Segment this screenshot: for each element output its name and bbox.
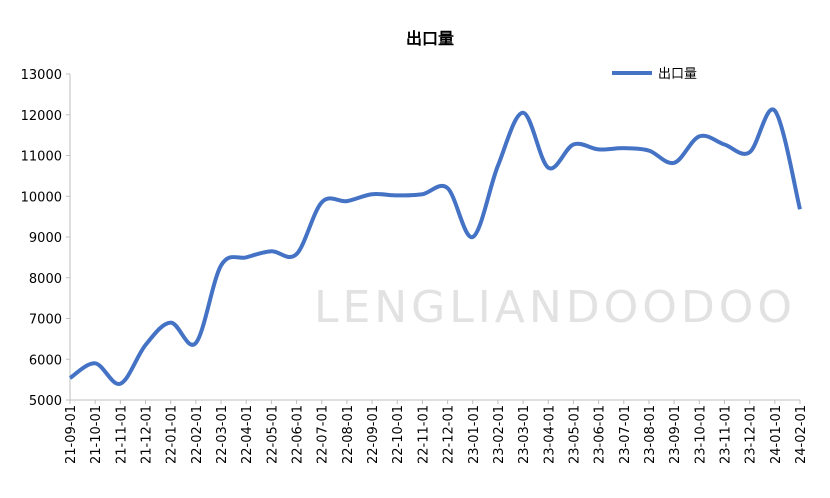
- y-tick-label: 9000: [29, 231, 62, 246]
- x-tick-label: 22-04-01: [240, 405, 255, 464]
- x-tick-label: 22-11-01: [416, 405, 431, 464]
- x-tick-label: 23-12-01: [744, 405, 759, 464]
- series-line: [68, 107, 802, 386]
- x-tick-label: 22-06-01: [291, 405, 306, 464]
- chart-title: 出口量: [406, 29, 454, 48]
- x-tick-label: 23-08-01: [643, 405, 658, 464]
- x-tick-label: 22-12-01: [442, 405, 457, 464]
- y-tick-label: 10000: [21, 190, 62, 205]
- x-tick-label: 22-03-01: [215, 405, 230, 464]
- x-tick-label: 23-06-01: [593, 405, 608, 464]
- x-tick-label: 22-07-01: [316, 405, 331, 464]
- x-tick-label: 23-05-01: [567, 405, 582, 464]
- x-tick-label: 23-04-01: [542, 405, 557, 464]
- x-tick-label: 22-08-01: [341, 405, 356, 464]
- x-tick-label: 22-01-01: [165, 405, 180, 464]
- x-tick-label: 24-02-01: [794, 405, 809, 464]
- x-tick-label: 22-10-01: [391, 405, 406, 464]
- y-tick-label: 8000: [29, 272, 62, 287]
- y-tick-label: 13000: [21, 68, 62, 83]
- x-tick-label: 22-05-01: [265, 405, 280, 464]
- x-tick-label: 21-11-01: [114, 405, 129, 464]
- y-tick-label: 6000: [29, 353, 62, 368]
- x-tick-label: 23-01-01: [467, 405, 482, 464]
- x-tick-label: 21-09-01: [64, 405, 79, 464]
- x-tick-label: 22-02-01: [190, 405, 205, 464]
- x-tick-label: 23-11-01: [718, 405, 733, 464]
- watermark: LENGLIANDOODOO: [314, 282, 796, 333]
- y-tick-label: 11000: [21, 150, 62, 165]
- x-tick-label: 23-10-01: [693, 405, 708, 464]
- x-tick-label: 24-01-01: [769, 405, 784, 464]
- x-tick-label: 21-10-01: [89, 405, 104, 464]
- x-tick-label: 21-12-01: [140, 405, 155, 464]
- y-tick-label: 7000: [29, 313, 62, 328]
- x-tick-label: 23-09-01: [668, 405, 683, 464]
- y-tick-label: 12000: [21, 109, 62, 124]
- x-tick-label: 23-03-01: [517, 405, 532, 464]
- y-tick-label: 5000: [29, 394, 62, 409]
- legend-label: 出口量: [658, 67, 697, 82]
- x-tick-label: 22-09-01: [366, 405, 381, 464]
- x-tick-label: 23-02-01: [492, 405, 507, 464]
- x-tick-label: 23-07-01: [618, 405, 633, 464]
